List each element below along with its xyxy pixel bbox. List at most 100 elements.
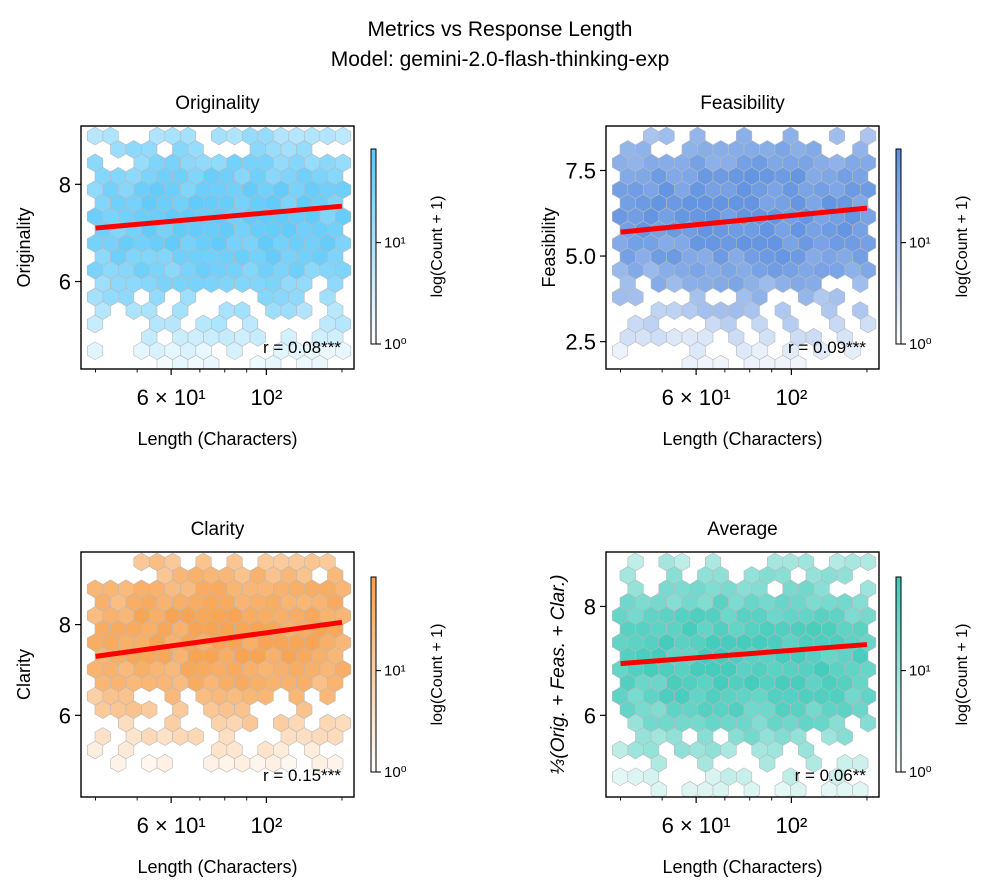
hex-bin (187, 727, 204, 746)
colorbar-tick-label: 10¹ (909, 235, 931, 252)
hex-bin (327, 754, 344, 773)
panel-title: Originality (175, 93, 260, 114)
hex-bin (334, 341, 352, 361)
hex-bin (712, 780, 729, 797)
hex-bin (226, 126, 243, 146)
x-axis-label: Length (Characters) (137, 857, 297, 877)
figure-title-line2: Model: gemini-2.0-flash-thinking-exp (331, 48, 670, 71)
hex-bin (627, 287, 644, 307)
hex-bin (859, 314, 877, 334)
hex-bin (658, 126, 675, 146)
fit-line (620, 642, 868, 667)
hex-bin (327, 727, 344, 746)
y-tick-label: 8 (584, 594, 596, 619)
panel-originality: 6 × 10¹ 10² 6 8 Originality Length (Character… (14, 93, 446, 449)
hex-bin (836, 727, 853, 746)
colorbar (370, 576, 377, 773)
hex-bin (249, 354, 266, 369)
hex-bin (720, 740, 737, 760)
hex-bin (226, 341, 243, 361)
hex-bin (666, 301, 683, 320)
x-axis-label: Length (Characters) (662, 429, 822, 449)
panel-clarity: 6 × 10¹ 10² 6 8 Clarity Length (Characters) Cl… (14, 519, 446, 877)
fit-line (95, 203, 343, 231)
colorbar (895, 148, 902, 345)
hex-bin (257, 686, 274, 706)
colorbar-tick-label: 10¹ (909, 663, 931, 680)
hex-bin (211, 126, 228, 146)
y-tick-label: 8 (59, 172, 71, 197)
hex-bin (156, 754, 173, 773)
hex-bin (650, 780, 667, 797)
hex-bin (805, 754, 822, 773)
hex-bin (790, 780, 807, 797)
x-tick-label: 6 × 10¹ (137, 385, 206, 410)
hex-bin (280, 754, 297, 773)
panel-title: Clarity (191, 519, 245, 540)
hex-bin (743, 780, 760, 797)
hex-bin (242, 713, 259, 733)
hex-bin (203, 354, 220, 369)
hex-bin (296, 301, 313, 320)
hex-bin (828, 126, 846, 146)
hex-bin (110, 754, 127, 773)
y-tick-label: 8 (59, 613, 71, 638)
hexbin-layer (87, 552, 352, 773)
y-axis-label: ⅓(Orig. + Feas. + Clar.) (548, 575, 569, 775)
hex-bin (859, 713, 877, 733)
hex-bin (265, 354, 282, 369)
y-tick-label: 7.5 (565, 158, 596, 183)
x-tick-label: 6 × 10¹ (662, 813, 731, 838)
hex-bin (627, 767, 644, 787)
fit-line (95, 619, 343, 659)
hexbin-layer (87, 126, 352, 369)
hex-bin (852, 274, 869, 293)
x-tick-label: 6 × 10¹ (662, 385, 731, 410)
colorbar-label: log(Count + 1) (954, 196, 971, 298)
y-tick-label: 6 (584, 703, 596, 728)
hex-bin (141, 700, 158, 719)
x-tick-label: 10² (250, 385, 282, 410)
y-tick-label: 6 (59, 270, 71, 295)
hex-bin (852, 780, 869, 797)
panel-title: Average (707, 519, 777, 540)
y-axis-label: Feasibility (539, 207, 559, 287)
hex-bin (311, 354, 328, 369)
hex-bin (836, 566, 853, 585)
hex-bin (319, 126, 336, 146)
colorbar-tick-label: 10¹ (384, 235, 406, 252)
colorbar-label: log(Count + 1) (954, 624, 971, 726)
hex-bin (87, 314, 104, 334)
hex-bin (666, 328, 683, 347)
hexbin-layer (611, 552, 877, 797)
colorbar-tick-label: 10⁰ (384, 764, 407, 781)
correlation-annotation: r = 0.06** (795, 766, 867, 785)
hex-bin (611, 341, 629, 361)
x-axis-label: Length (Characters) (662, 857, 822, 877)
x-axis-label: Length (Characters) (137, 429, 297, 449)
colorbar-tick-label: 10¹ (384, 663, 406, 680)
colorbar-label: log(Count + 1) (429, 196, 446, 298)
correlation-annotation: r = 0.08*** (263, 338, 341, 357)
hex-bin (141, 727, 158, 746)
axes-frame (80, 551, 355, 798)
hex-bin (87, 126, 104, 146)
panel-feasibility: 6 × 10¹ 10² 2.5 5.0 7.5 Feasibility Length (Ch… (539, 93, 971, 449)
x-tick-label: 10² (250, 813, 282, 838)
hex-bin (852, 754, 869, 773)
hex-bin (249, 328, 266, 347)
x-tick-label: 6 × 10¹ (137, 813, 206, 838)
y-tick-label: 5.0 (565, 244, 596, 269)
hex-bin (844, 341, 861, 361)
colorbar (370, 148, 377, 345)
panel-title: Feasibility (700, 93, 785, 114)
hex-bin (759, 754, 776, 773)
colorbar-label: log(Count + 1) (429, 624, 446, 726)
colorbar-tick-label: 10⁰ (384, 336, 407, 353)
hex-bin (87, 341, 104, 361)
hex-bin (133, 552, 150, 572)
x-tick-label: 10² (775, 813, 807, 838)
hex-bin (319, 686, 336, 706)
hex-bin (859, 552, 877, 572)
correlation-annotation: r = 0.15*** (263, 766, 341, 785)
